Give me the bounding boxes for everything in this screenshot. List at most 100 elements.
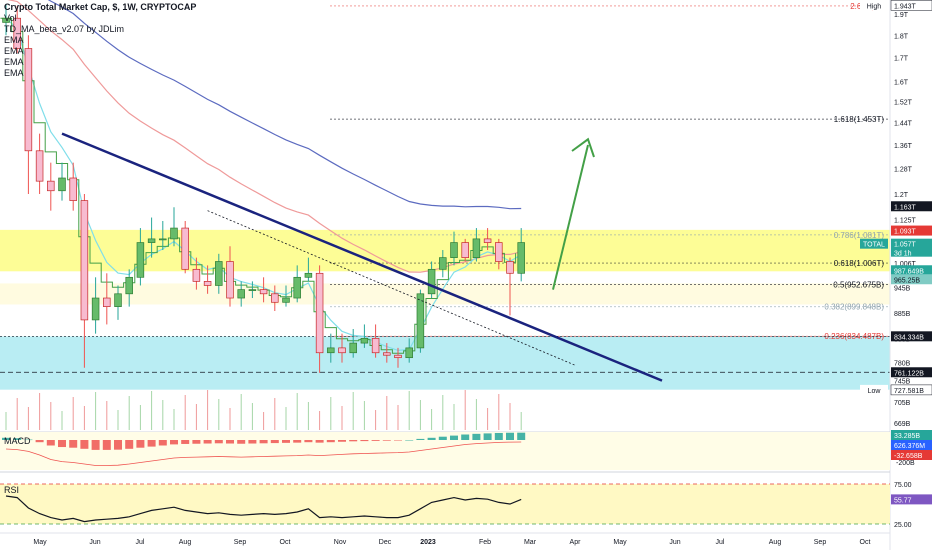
time-axis-label: Aug [769, 539, 782, 546]
candle-body [58, 177, 66, 192]
macd-bar [517, 432, 526, 440]
macd-bar [114, 440, 122, 450]
macd-badge: 626.376M [891, 440, 932, 450]
candle [338, 333, 346, 363]
indicator-ema-1[interactable]: EMA [4, 35, 24, 45]
volume-bar [83, 406, 85, 430]
price-badge-label: High [867, 3, 882, 10]
indicator-ema-2[interactable]: EMA [4, 46, 24, 56]
macd-bar [405, 440, 414, 441]
macd-bar [506, 432, 514, 440]
volume-bar [419, 400, 421, 430]
volume-bar [162, 400, 164, 430]
indicator-vol[interactable]: Vol [4, 13, 17, 23]
rsi-badge: 75.00 [891, 479, 932, 489]
macd-bar [450, 435, 458, 440]
price-badge: 1.093T [891, 225, 932, 236]
candle [472, 228, 481, 262]
price-badge: High 1.943T [860, 0, 932, 11]
volume-bar [151, 391, 153, 430]
macd-badge: 33.285B [891, 430, 932, 440]
candle [259, 277, 268, 303]
price-axis-tick: 945B [894, 286, 911, 293]
macd-pane-label[interactable]: MACD [4, 436, 31, 446]
candle-body [483, 238, 492, 243]
volume-bar [229, 408, 231, 430]
macd-bar [326, 440, 335, 443]
candle-body [338, 347, 346, 354]
indicator-ema-3[interactable]: EMA [4, 57, 24, 67]
macd-bar [147, 440, 156, 447]
candle-body [203, 281, 212, 286]
price-badge-bg [891, 274, 932, 285]
candle-body [327, 347, 335, 354]
time-axis-label: Sep [234, 539, 247, 546]
macd-bar [226, 440, 234, 444]
volume-bar [509, 403, 511, 430]
volume-bar [330, 397, 332, 430]
macd-badge: -32.658B [891, 450, 932, 460]
volume-bar [39, 393, 41, 430]
volume-bar [453, 404, 455, 430]
macd-bar [371, 440, 380, 441]
price-badge: 1.163T [891, 201, 932, 212]
price-badge-bg [891, 225, 932, 236]
price-badge-bg [890, 384, 932, 396]
price-badge-bg [890, 0, 932, 11]
candle-body [383, 352, 391, 356]
candle [371, 324, 380, 358]
volume-bar [128, 396, 130, 430]
symbol-title[interactable]: Crypto Total Market Cap, $, 1W, CRYPTOCA… [4, 2, 197, 12]
volume-bar [274, 398, 276, 430]
candle [304, 257, 313, 282]
candle [383, 343, 391, 363]
indicator-ema-4[interactable]: EMA [4, 68, 24, 78]
candle [360, 324, 369, 348]
indicator-tdma[interactable]: TD_MA_beta_v2.07 by JDLim [4, 24, 125, 34]
macd-histogram [2, 432, 526, 450]
fib-label: 0.382(899.848B) [824, 303, 884, 312]
candle [47, 162, 55, 211]
volume-bar [251, 403, 253, 430]
macd-bar [91, 440, 100, 450]
volume-bar [520, 412, 522, 430]
macd-signal-line [5, 441, 522, 466]
macd-bar [80, 440, 89, 449]
time-axis-label: Mar [524, 539, 537, 546]
candle [147, 217, 156, 258]
candle-body [215, 261, 223, 286]
candle [2, 3, 10, 36]
candle [58, 162, 66, 201]
rsi-line [5, 495, 522, 523]
price-badge: 965.25B [891, 274, 932, 285]
macd-bar [203, 440, 212, 444]
support-zone [0, 336, 890, 390]
price-axis-tick: 1.006T [894, 261, 917, 268]
price-badge: Low 727.581B [860, 384, 932, 396]
volume-bar [341, 406, 343, 430]
volume-bar [61, 411, 63, 430]
macd-bar [214, 440, 223, 444]
price-axis-tick: 1.7T [894, 56, 909, 63]
time-axis-label: Apr [570, 539, 582, 546]
candle-body [416, 293, 425, 349]
macd-bar [192, 440, 201, 444]
bullish-arrow-head [571, 137, 595, 158]
volume-bar [475, 399, 477, 430]
macd-bar [136, 440, 145, 448]
candle-body [24, 48, 33, 152]
rsi-badge: 25.00 [891, 519, 932, 529]
volume-bar [184, 395, 186, 430]
time-axis-label: Jul [716, 539, 725, 546]
rsi-badge-bg [891, 519, 932, 529]
candle-body [405, 347, 413, 359]
rsi-pane-label[interactable]: RSI [4, 485, 20, 495]
volume-bar [487, 408, 489, 430]
macd-bar [382, 440, 391, 441]
volume-bar [72, 397, 74, 430]
price-badge: TOTAL 1.057T 3d 1h [860, 238, 932, 258]
macd-bar [158, 440, 167, 446]
candle-body [394, 354, 402, 359]
volume-bar [195, 404, 197, 430]
